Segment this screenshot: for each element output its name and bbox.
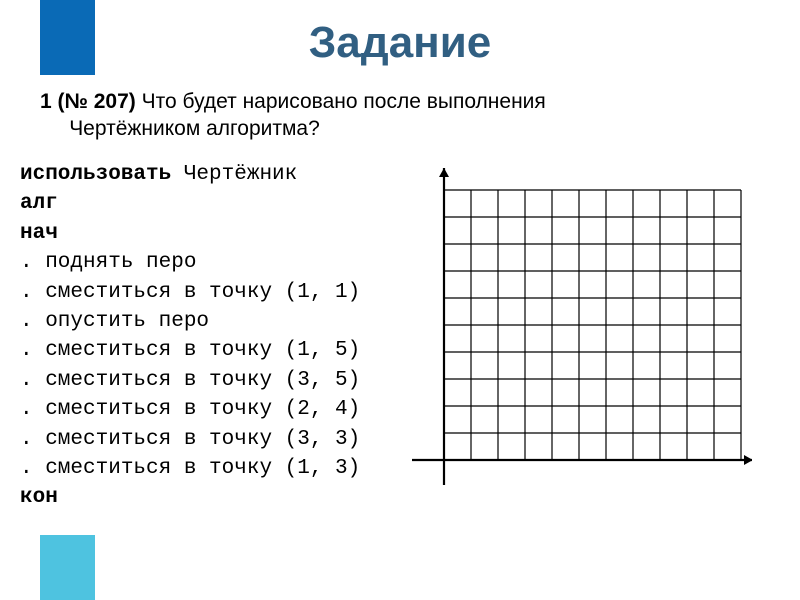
algo-line: . сместиться в точку (2, 4) [20, 395, 360, 424]
algo-line: . опустить перо [20, 307, 360, 336]
algo-line: . сместиться в точку (1, 5) [20, 336, 360, 365]
algo-line: . сместиться в точку (3, 5) [20, 366, 360, 395]
coordinate-grid [402, 160, 752, 500]
question-line2: Чертёжником алгоритма? [69, 117, 320, 140]
algo-line: . сместиться в точку (3, 3) [20, 425, 360, 454]
algo-line: использовать Чертёжник [20, 160, 360, 189]
algo-line: кон [20, 483, 360, 512]
slide-title: Задание [0, 0, 800, 68]
question-number: 1 (№ 207) [40, 90, 136, 113]
algo-line: . сместиться в точку (1, 3) [20, 454, 360, 483]
accent-bar-bottom [40, 535, 95, 600]
question-text: 1 (№ 207) Что будет нарисовано после вып… [40, 88, 546, 143]
algo-line: . сместиться в точку (1, 1) [20, 278, 360, 307]
algorithm-listing: использовать Чертёжникалгнач. поднять пе… [20, 160, 360, 513]
algo-line: . поднять перо [20, 248, 360, 277]
algo-line: нач [20, 219, 360, 248]
question-line1: Что будет нарисовано после выполнения [136, 90, 546, 113]
accent-bar-top [40, 0, 95, 75]
algo-line: алг [20, 189, 360, 218]
